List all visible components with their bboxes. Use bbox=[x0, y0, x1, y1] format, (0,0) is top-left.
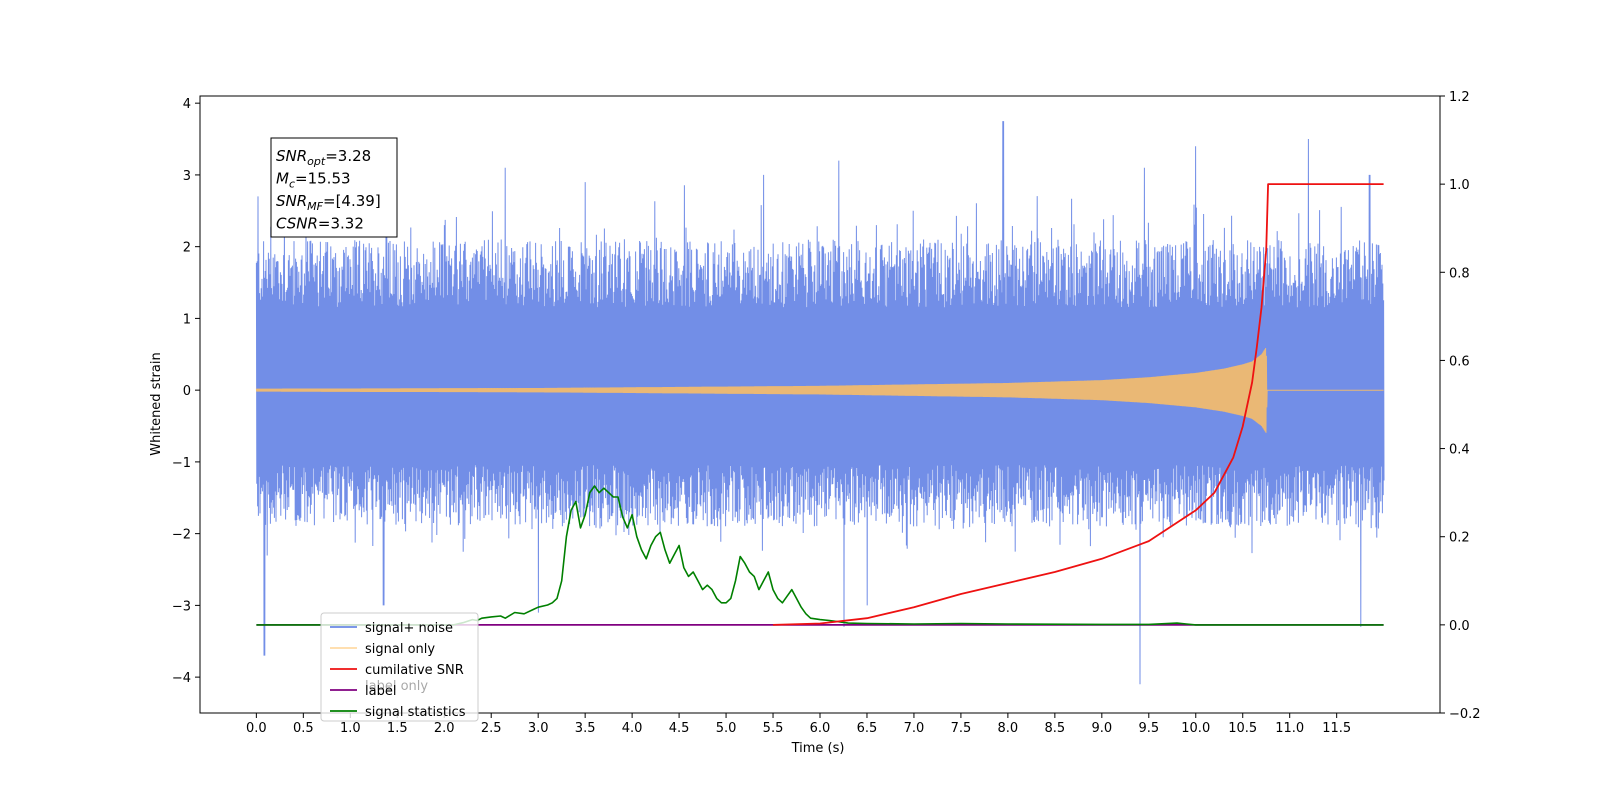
annotation-line: Mc=15.53 bbox=[276, 170, 351, 191]
y2-tick-label: 0.6 bbox=[1449, 354, 1470, 369]
legend-hidden-text: label only bbox=[365, 679, 428, 694]
x-tick-label: 7.5 bbox=[951, 721, 972, 736]
legend-label: signal+ noise bbox=[365, 621, 453, 636]
legend-label: signal statistics bbox=[365, 705, 466, 720]
x-tick-label: 8.5 bbox=[1045, 721, 1066, 736]
x-tick-label: 4.0 bbox=[622, 721, 643, 736]
annotation-symbol: CSNR bbox=[276, 215, 318, 233]
y2-tick-label: 0.8 bbox=[1449, 266, 1470, 281]
x-tick-label: 8.0 bbox=[998, 721, 1019, 736]
annotation-symbol: SNR bbox=[276, 192, 307, 210]
x-tick-label: 0.5 bbox=[293, 721, 314, 736]
y-axis-right: 1.2 1.0 0.8 0.6 0.4 0.2 0.0 −0.2 bbox=[1440, 90, 1481, 722]
series-layer bbox=[255, 121, 1385, 685]
annotation-line: CSNR=3.32 bbox=[276, 215, 364, 233]
x-tick-label: 4.5 bbox=[669, 721, 690, 736]
y-tick-label: −1 bbox=[172, 456, 191, 471]
annotation-value: =[4.39] bbox=[323, 192, 381, 210]
y2-tick-label: 0.0 bbox=[1449, 619, 1470, 634]
y-tick-label: −2 bbox=[172, 528, 191, 543]
annotation-subscript: c bbox=[289, 178, 295, 191]
x-tick-label: 9.0 bbox=[1091, 721, 1112, 736]
x-tick-label: 10.0 bbox=[1181, 721, 1210, 736]
x-tick-label: 3.0 bbox=[528, 721, 549, 736]
annotation-symbol: M bbox=[276, 170, 289, 188]
annotation-symbol: SNR bbox=[276, 147, 307, 165]
x-tick-label: 2.0 bbox=[434, 721, 455, 736]
y-tick-label: −4 bbox=[172, 671, 191, 686]
x-axis: 0.0 0.5 1.0 1.5 2.0 2.5 3.0 3.5 4.0 4.5 5.0 5.5 6.0 6… bbox=[246, 713, 1351, 736]
y2-tick-label: 1.0 bbox=[1449, 178, 1470, 193]
annotation-value: =3.32 bbox=[318, 215, 364, 233]
series-signal-only bbox=[255, 347, 1384, 433]
y-tick-label: 0 bbox=[183, 384, 191, 399]
x-tick-label: 10.5 bbox=[1228, 721, 1257, 736]
y-axis-left: 4 3 2 1 0 −1 −2 −3 −4 bbox=[172, 97, 200, 686]
annotation-line: SNRMF=[4.39] bbox=[276, 192, 381, 213]
x-tick-label: 6.5 bbox=[857, 721, 878, 736]
annotation-subscript: MF bbox=[307, 200, 323, 213]
annotation-line: SNRopt=3.28 bbox=[276, 147, 371, 168]
legend-label: cumilative SNR bbox=[365, 663, 464, 678]
annotation-value: =3.28 bbox=[325, 147, 371, 165]
x-axis-label: Time (s) bbox=[791, 741, 845, 756]
y2-tick-label: 1.2 bbox=[1449, 90, 1470, 105]
x-tick-label: 9.5 bbox=[1138, 721, 1159, 736]
x-tick-label: 2.5 bbox=[481, 721, 502, 736]
x-tick-label: 3.5 bbox=[575, 721, 596, 736]
series-cumulative-snr bbox=[772, 183, 1384, 626]
x-tick-label: 1.5 bbox=[387, 721, 408, 736]
x-tick-label: 6.0 bbox=[810, 721, 831, 736]
x-tick-label: 1.0 bbox=[340, 721, 361, 736]
annotation-subscript: opt bbox=[307, 155, 326, 168]
legend-label: signal only bbox=[365, 642, 435, 657]
y-axis-label: Whitened strain bbox=[149, 352, 164, 455]
x-tick-label: 7.0 bbox=[904, 721, 925, 736]
x-tick-label: 11.0 bbox=[1275, 721, 1304, 736]
y-tick-label: 2 bbox=[183, 241, 191, 256]
annotation-value: =15.53 bbox=[295, 170, 351, 188]
y-tick-label: 3 bbox=[183, 169, 191, 184]
y-tick-label: 1 bbox=[183, 312, 191, 327]
x-tick-label: 5.5 bbox=[763, 721, 784, 736]
x-tick-label: 0.0 bbox=[246, 721, 267, 736]
y2-tick-label: −0.2 bbox=[1449, 707, 1481, 722]
series-signal-statistics bbox=[256, 485, 1384, 626]
y-tick-label: 4 bbox=[183, 97, 191, 112]
x-tick-label: 11.5 bbox=[1322, 721, 1351, 736]
y2-tick-label: 0.2 bbox=[1449, 531, 1470, 546]
x-tick-label: 5.0 bbox=[716, 721, 737, 736]
y-tick-label: −3 bbox=[172, 599, 191, 614]
y2-tick-label: 0.4 bbox=[1449, 443, 1470, 458]
legend-label: label bbox=[365, 684, 396, 699]
